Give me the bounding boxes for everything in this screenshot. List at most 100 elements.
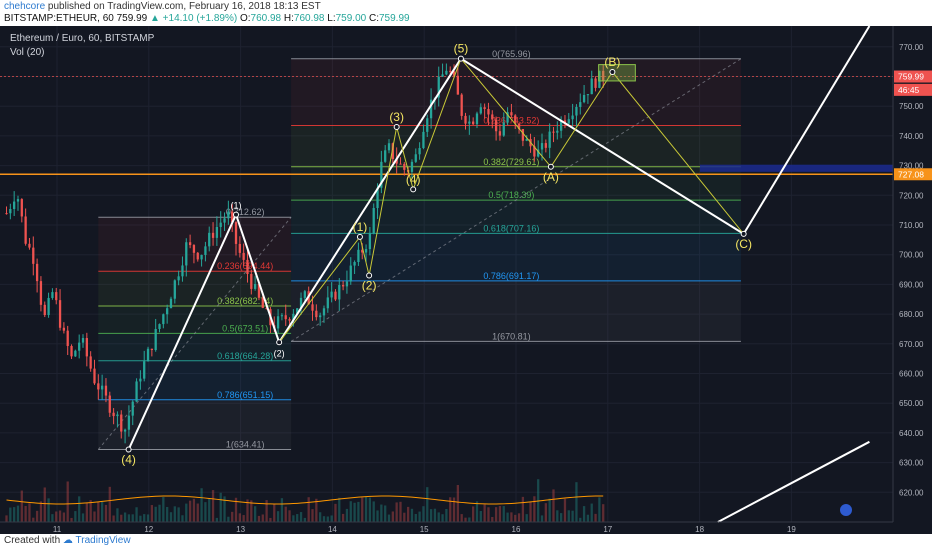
candle-body [464,115,467,124]
volume-bar [204,502,207,522]
fib-zone [291,280,741,342]
volume-bar [280,498,284,522]
volume-bar [196,503,199,522]
candle-body [387,143,391,151]
volume-bar [602,504,605,522]
fib-level-label: 0.5(718.39) [488,190,534,200]
candle-body [200,254,203,260]
fib-level-label: 0.382(682.74) [217,296,273,306]
close-label: C: [369,13,379,24]
candle-body [391,143,394,160]
volume-bar [181,515,184,522]
volume-bar [452,497,456,522]
y-tick-label: 670.00 [899,340,924,349]
price-axis-bg [893,26,932,534]
volume-bar [93,511,96,522]
candle-body [357,249,360,263]
candle-body [521,128,525,141]
volume-bar [120,514,123,522]
candle-body [491,114,494,120]
candle-body [143,361,146,379]
volume-bar [104,504,108,522]
wave-label: (4) [406,172,421,186]
candle-body [20,199,23,217]
open-label: O: [239,13,251,24]
candle-body [112,412,115,417]
volume-bar [78,496,81,522]
volume-bar [418,511,421,522]
volume-bar [296,514,299,522]
low-label: L: [327,13,336,24]
candle-body [288,319,291,321]
y-tick-label: 750.00 [899,102,924,111]
candle-body [410,161,414,172]
candle-body [16,199,20,202]
volume-bar [445,508,448,522]
volume-bar [24,505,27,522]
chart-area[interactable]: 0(712.62) 0.236(694.44) 0.382(682.74) 0.5(6… [0,25,932,534]
candle-body [51,292,54,298]
volume-bar [559,513,563,522]
author-link[interactable]: chehcore [4,1,46,12]
volume-bar [35,510,39,522]
candle-body [234,222,238,244]
gear-icon [840,504,852,516]
price-tag [894,83,932,96]
volume-bar [472,506,475,522]
fib-level-label: 0(712.62) [226,207,265,217]
wave-point [547,163,554,170]
tradingview-brand[interactable]: TradingView [75,535,131,546]
candle-body [319,315,322,318]
candles [5,63,605,444]
legend-volume: Vol (20) [10,47,44,58]
volume-bar [192,498,196,522]
volume-bar [74,511,77,522]
candle-body [123,429,127,432]
volume-bar [533,496,536,522]
volume-pane [5,479,605,522]
chart-svg[interactable]: 0(712.62) 0.236(694.44) 0.382(682.74) 0.5(6… [0,25,932,534]
candle-body [85,338,88,357]
candle-body [246,259,249,275]
volume-bar [299,512,303,522]
volume-bar [9,507,12,522]
volume-bar [215,517,219,522]
candle-body [384,150,387,162]
y-tick-label: 730.00 [899,162,924,171]
fib-level-label: 0.236(694.44) [217,261,273,271]
candle-body [571,115,574,120]
price-tag [894,168,932,181]
blue-zone [700,164,893,172]
volume-bar [208,498,211,522]
axes: 620.00 630.00 640.00 650.00 660.00 670.00 680.… [0,26,932,534]
candle-body [192,245,196,253]
publish-info: chehcore published on TradingView.com, F… [4,1,321,12]
volume-bar [399,501,402,522]
candle-body [537,149,540,157]
y-tick-label: 640.00 [899,429,924,438]
y-tick-label: 740.00 [899,132,924,141]
candle-body [525,138,528,141]
candle-body [322,308,326,316]
volume-bar [223,496,226,522]
candle-body [9,208,12,214]
close-value: 759.99 [379,13,410,24]
volume-bar [544,503,547,522]
volume-bar [265,500,268,522]
volume-bar [406,506,410,522]
candle-body [514,115,517,124]
volume-bar [563,498,567,522]
volume-bar [422,506,425,522]
candle-body [326,297,329,309]
x-tick-label: 14 [328,525,337,534]
candle-body [169,298,173,309]
volume-bar [521,496,525,522]
fib-level-label: 0.786(651.15) [217,390,273,400]
volume-bar [586,514,590,522]
volume-bar [548,498,551,522]
volume-bar [525,514,528,522]
candle-body [502,122,505,136]
wave-label: (2) [274,348,285,358]
x-tick-label: 18 [695,525,704,534]
candle-body [265,307,268,310]
